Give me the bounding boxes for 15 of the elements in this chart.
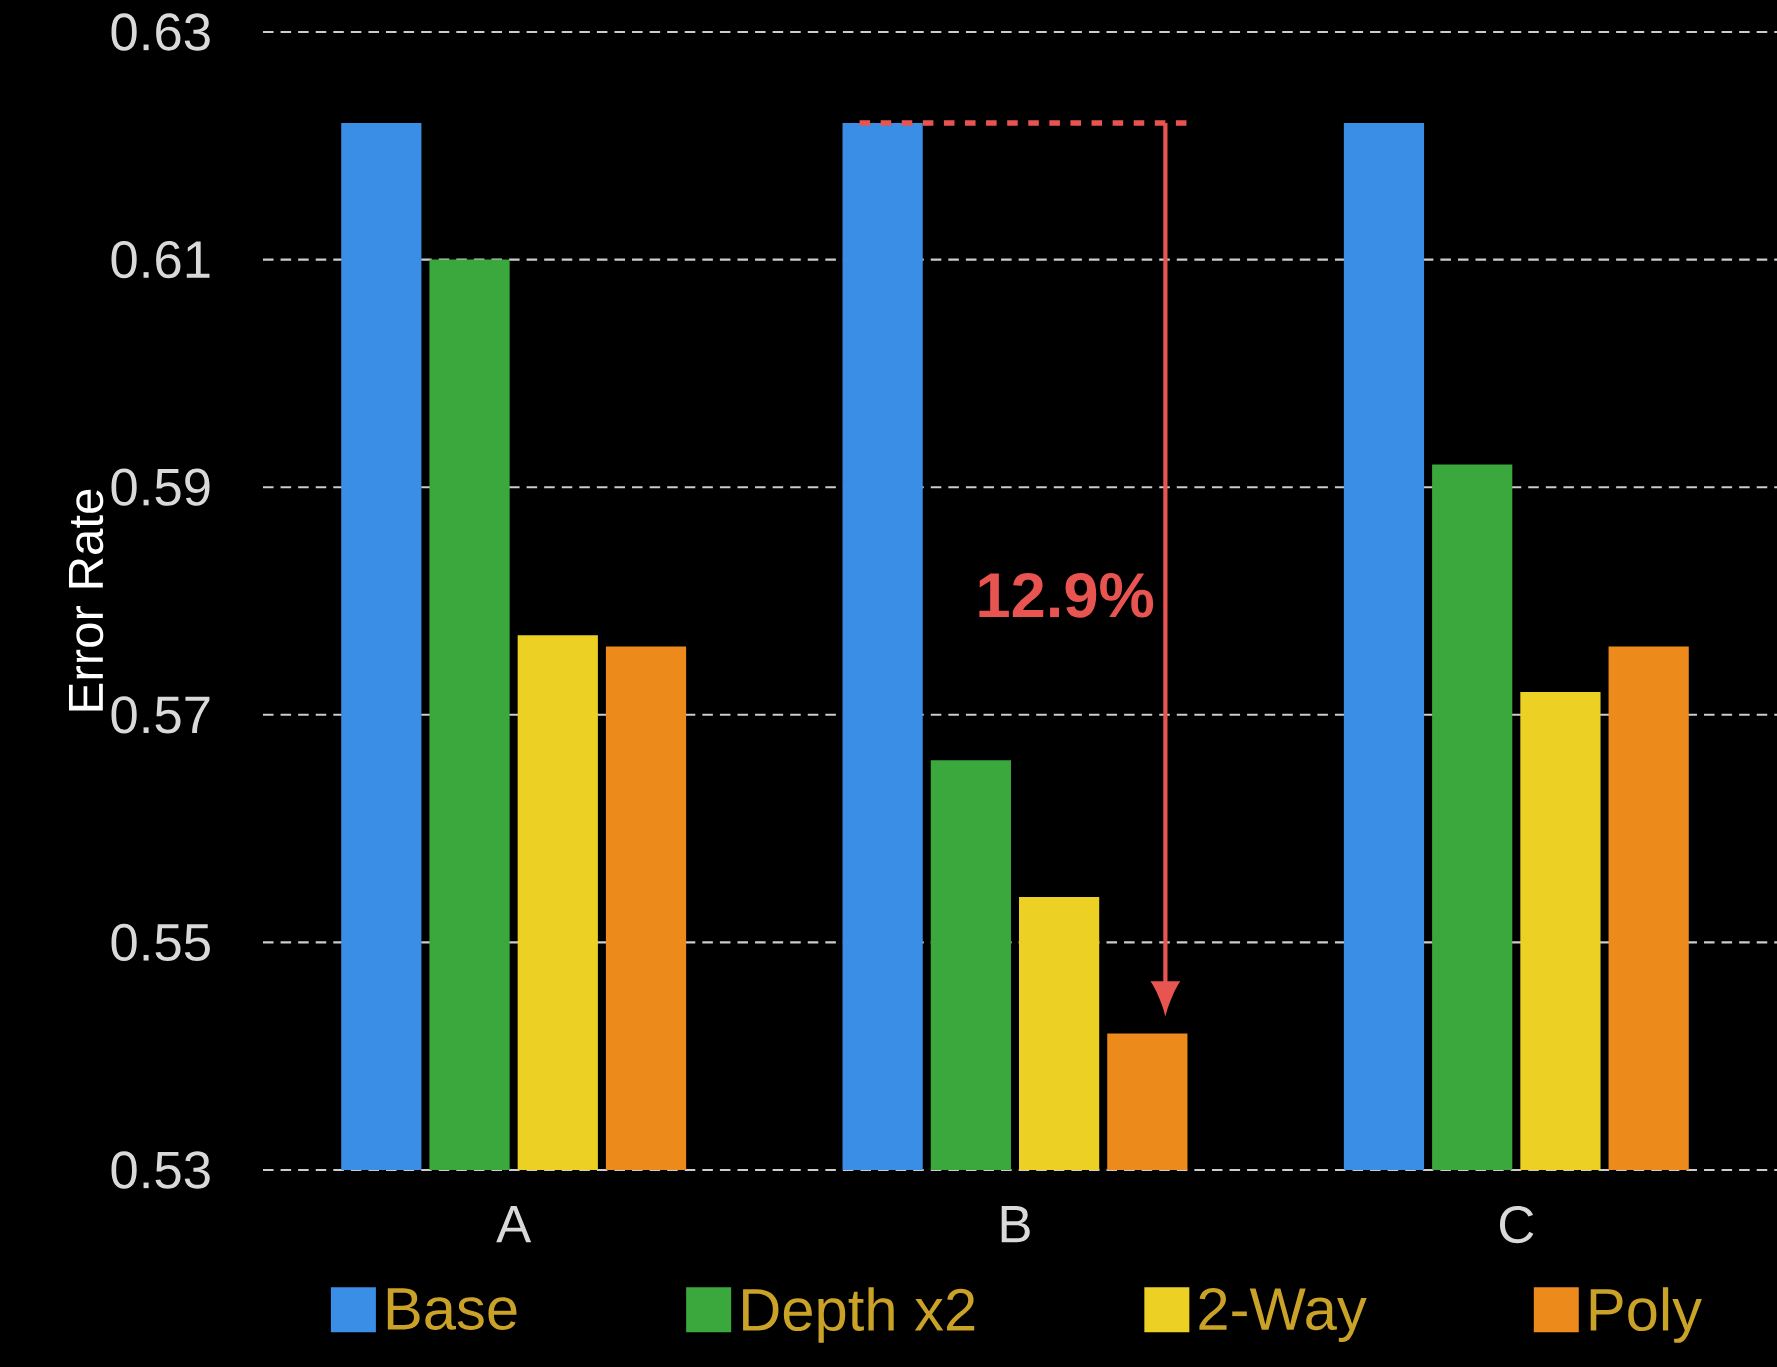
legend-label: 2-Way (1199, 1287, 1367, 1343)
x-tick-label: C (1499, 1205, 1534, 1244)
y-tick-label: 0.61 (111, 240, 210, 279)
y-tick-label: 0.55 (111, 923, 210, 962)
x-tick-label: B (1001, 1205, 1030, 1243)
y-tick-label: 0.59 (111, 468, 210, 506)
y-axis-title: Error Rate (68, 489, 104, 711)
y-tick-label: 0.63 (111, 13, 210, 51)
legend-label: Depth x2 (743, 1287, 975, 1343)
legend-label: Poly (1590, 1287, 1702, 1343)
x-tick-label: A (496, 1205, 532, 1243)
y-tick-label: 0.57 (111, 696, 210, 734)
legend-label: Base (387, 1288, 517, 1330)
y-tick-label: 0.53 (111, 1151, 210, 1189)
annotation: 12.9% (979, 572, 1154, 618)
